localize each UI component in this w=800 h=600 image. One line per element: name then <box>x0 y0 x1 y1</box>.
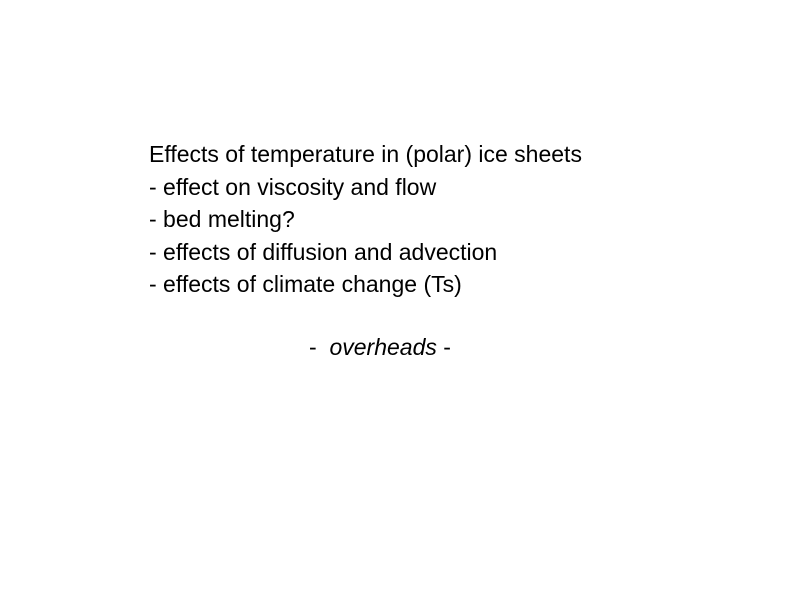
note-overheads-word: overheads <box>329 334 437 360</box>
bullet-bed-melting: - bed melting? <box>149 206 295 232</box>
note-trail-dash: - <box>436 334 451 360</box>
slide-content: Effects of temperature in (polar) ice sh… <box>149 138 582 301</box>
note-lead-dash: - <box>309 334 330 360</box>
slide-title: Effects of temperature in (polar) ice sh… <box>149 141 582 167</box>
bullet-climate-change: - effects of climate change (Ts) <box>149 271 462 297</box>
overheads-note: - overheads - <box>309 331 451 363</box>
bullet-viscosity: - effect on viscosity and flow <box>149 173 437 200</box>
bullet-diffusion-advection: - effects of diffusion and advection <box>149 238 498 265</box>
